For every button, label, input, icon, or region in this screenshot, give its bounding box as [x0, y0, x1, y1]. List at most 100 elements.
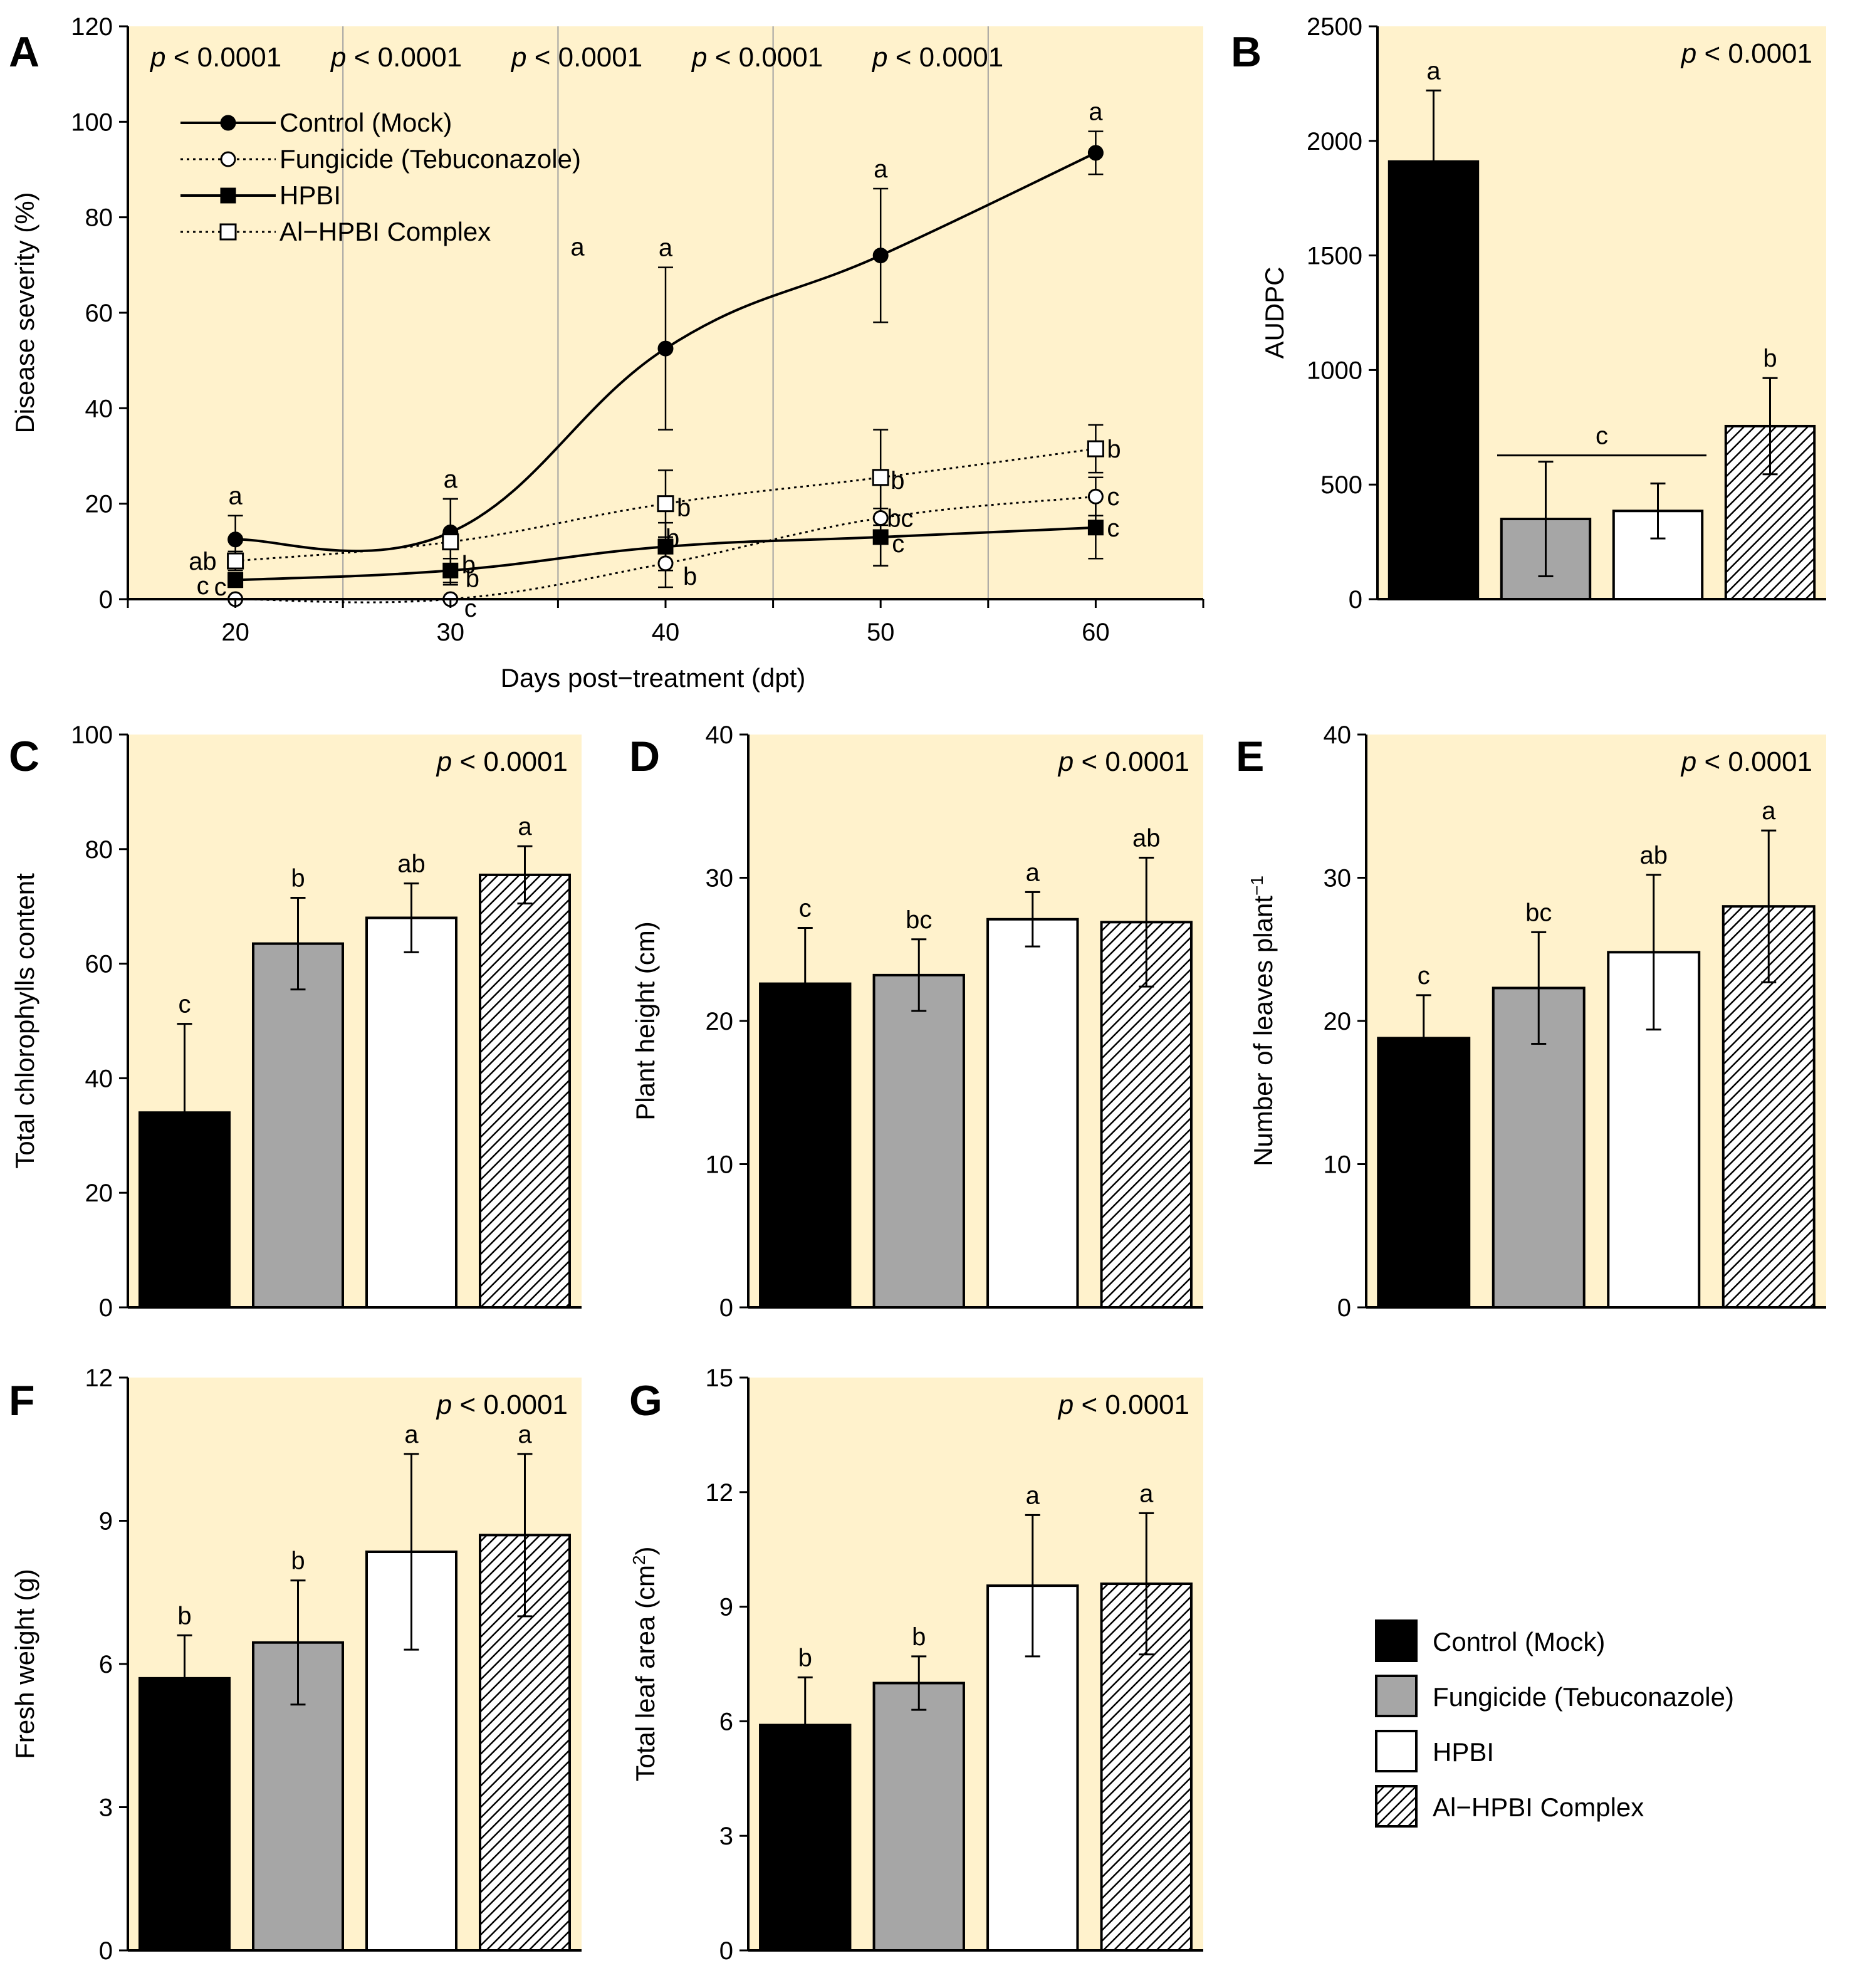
- y-axis-title: Disease severity (%): [10, 192, 39, 433]
- y-tick-label: 80: [85, 836, 113, 864]
- legend-label: Al−HPBI Complex: [280, 217, 491, 246]
- significance-label: c: [179, 991, 191, 1018]
- data-point: [227, 531, 244, 548]
- significance-label: a: [404, 1421, 419, 1448]
- legend-label-hpbi: HPBI: [1433, 1737, 1494, 1767]
- y-tick-label: 60: [85, 951, 113, 978]
- y-tick-label: 6: [99, 1651, 113, 1678]
- significance-label: a: [444, 466, 458, 493]
- panel-d: c bc a ab 0 10 20 30 40 Plant height (cm) p < 0.00…: [629, 721, 1203, 1322]
- y-tick-label: 20: [1324, 1008, 1352, 1035]
- p-value-label: p < 0.0001: [691, 42, 823, 73]
- y-tick-label: 40: [706, 721, 734, 749]
- y-tick-label: 0: [1337, 1294, 1351, 1322]
- y-tick-label: 0: [99, 1294, 113, 1322]
- legend: Control (Mock) Fungicide (Tebuconazole) …: [1375, 1619, 1734, 1828]
- data-point: [1087, 520, 1104, 536]
- significance-label: b: [466, 565, 479, 593]
- y-tick-label: 20: [85, 491, 113, 518]
- significance-label: b: [912, 1623, 926, 1651]
- y-tick-label: 9: [99, 1508, 113, 1535]
- significance-label: a: [1139, 1480, 1154, 1507]
- p-value-label: p < 0.0001: [436, 1389, 568, 1420]
- bar: [1387, 160, 1480, 601]
- significance-label: bc: [1525, 899, 1552, 926]
- data-point: [1087, 440, 1104, 458]
- significance-label: c: [214, 573, 227, 601]
- data-point: [219, 223, 237, 241]
- data-point: [657, 340, 674, 357]
- data-point: [442, 533, 459, 551]
- y-tick-label: 40: [85, 395, 113, 422]
- bar: [479, 873, 571, 1309]
- y-tick-label: 500: [1320, 471, 1362, 499]
- y-tick-label: 100: [71, 108, 113, 136]
- y-tick-label: 80: [85, 204, 113, 232]
- significance-label: c: [1596, 422, 1608, 450]
- significance-label: a: [1026, 859, 1040, 886]
- data-point: [227, 552, 244, 570]
- p-value-label: p < 0.0001: [1680, 746, 1812, 777]
- y-axis-title: AUDPC: [1260, 266, 1289, 358]
- y-tick-label: 40: [85, 1065, 113, 1092]
- p-value-label: p < 0.0001: [871, 42, 1003, 73]
- data-point: [657, 495, 674, 513]
- legend-swatch-hpbi: [1375, 1730, 1418, 1772]
- panel-letter: C: [9, 733, 39, 780]
- p-value-label: p < 0.0001: [436, 746, 568, 777]
- p-value-label: p < 0.0001: [330, 42, 462, 73]
- legend-label-control: Control (Mock): [1433, 1627, 1605, 1656]
- bar: [479, 1534, 571, 1952]
- significance-label: a: [1026, 1482, 1040, 1509]
- y-tick-label: 30: [1324, 865, 1352, 892]
- significance-label: c: [464, 595, 477, 622]
- y-tick-label: 1500: [1307, 243, 1362, 270]
- bar: [252, 942, 344, 1309]
- y-tick-label: 120: [71, 13, 113, 41]
- legend-label-fungicide: Fungicide (Tebuconazole): [1433, 1682, 1734, 1712]
- y-tick-label: 40: [1324, 721, 1352, 749]
- legend-label-complex: Al−HPBI Complex: [1433, 1792, 1644, 1822]
- significance-label: b: [1763, 345, 1777, 372]
- data-point: [657, 555, 674, 572]
- bar: [872, 1682, 965, 1952]
- significance-label: b: [677, 494, 691, 522]
- legend-swatch-fungicide: [1375, 1675, 1418, 1717]
- legend-label: HPBI: [280, 180, 341, 210]
- p-value-label: p < 0.0001: [1057, 1389, 1189, 1420]
- legend-label: Control (Mock): [280, 108, 452, 137]
- y-tick-label: 3: [99, 1794, 113, 1822]
- panel-f: b b a a 0 3 6 9 12 Fresh weight (g) p < 0.0001 F: [9, 1364, 582, 1965]
- significance-label: a: [1426, 57, 1441, 85]
- significance-label: b: [291, 864, 305, 892]
- significance-label: c: [197, 572, 209, 600]
- data-point: [220, 187, 236, 204]
- y-tick-label: 15: [706, 1364, 734, 1392]
- x-tick-label: 60: [1082, 619, 1110, 646]
- y-tick-label: 6: [719, 1708, 733, 1735]
- data-point: [872, 510, 889, 526]
- significance-label: a: [518, 1421, 532, 1448]
- p-value-label: p < 0.0001: [510, 42, 642, 73]
- y-tick-label: 10: [1324, 1151, 1352, 1179]
- panel-letter: E: [1236, 733, 1264, 780]
- x-tick-label: 40: [652, 619, 680, 646]
- bar: [1377, 1037, 1471, 1309]
- significance-label: ab: [189, 548, 217, 575]
- y-tick-label: 30: [706, 865, 734, 892]
- panel-letter: B: [1231, 28, 1262, 76]
- data-point: [872, 248, 889, 264]
- panel-b: a b c 0 500 1000 1500 2000 2500 AUDPC p < 0.0001 B: [1231, 13, 1826, 614]
- x-tick-label: 20: [221, 619, 249, 646]
- y-tick-label: 12: [85, 1364, 113, 1392]
- y-axis-title: Fresh weight (g): [10, 1569, 39, 1759]
- significance-label: c: [1418, 962, 1430, 990]
- y-tick-label: 0: [719, 1294, 733, 1322]
- data-point: [872, 529, 889, 545]
- significance-label: bc: [887, 505, 913, 533]
- legend-label: Fungicide (Tebuconazole): [280, 144, 581, 174]
- y-axis-title: Plant height (cm): [630, 921, 660, 1120]
- bar: [872, 973, 965, 1309]
